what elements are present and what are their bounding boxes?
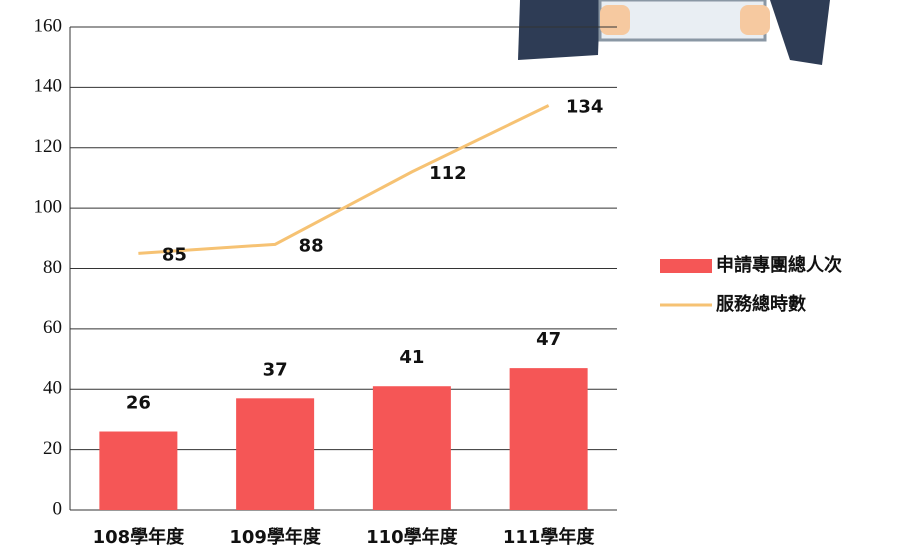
line [138,105,548,253]
legend-label: 申請專團總人次 [716,254,842,276]
bar [510,368,588,510]
data-label: 88 [299,235,324,256]
y-tick-label: 100 [34,196,63,217]
data-label: 26 [126,393,151,414]
bar [99,432,177,510]
chart: 0 20 40 60 80 100 120 140 160 108學年度 109學年度 110學年度 1… [0,0,906,552]
data-label: 37 [263,359,288,380]
data-label: 134 [566,96,604,117]
legend-label: 服務總時數 [716,293,806,315]
x-tick-label: 109學年度 [229,526,322,548]
bar [236,398,314,510]
data-label: 112 [429,163,467,184]
y-tick-label: 20 [43,438,62,459]
y-tick-label: 60 [43,317,62,338]
y-tick-label: 120 [34,136,63,157]
data-label: 47 [536,329,561,350]
bar [373,386,451,510]
y-tick-label: 80 [43,257,62,278]
y-tick-label: 140 [34,76,63,97]
x-tick-label: 111學年度 [503,526,596,548]
illustration [518,0,830,65]
y-tick-label: 0 [53,498,63,519]
x-tick-label: 110學年度 [366,526,459,548]
data-label: 85 [162,244,187,265]
legend-swatch [660,259,712,273]
x-tick-label: 108學年度 [93,526,186,548]
page: {"chart_data": {"type": "combo", "catego… [0,0,906,552]
y-tick-label: 160 [34,15,63,36]
data-label: 41 [399,347,424,368]
y-tick-label: 40 [43,378,62,399]
